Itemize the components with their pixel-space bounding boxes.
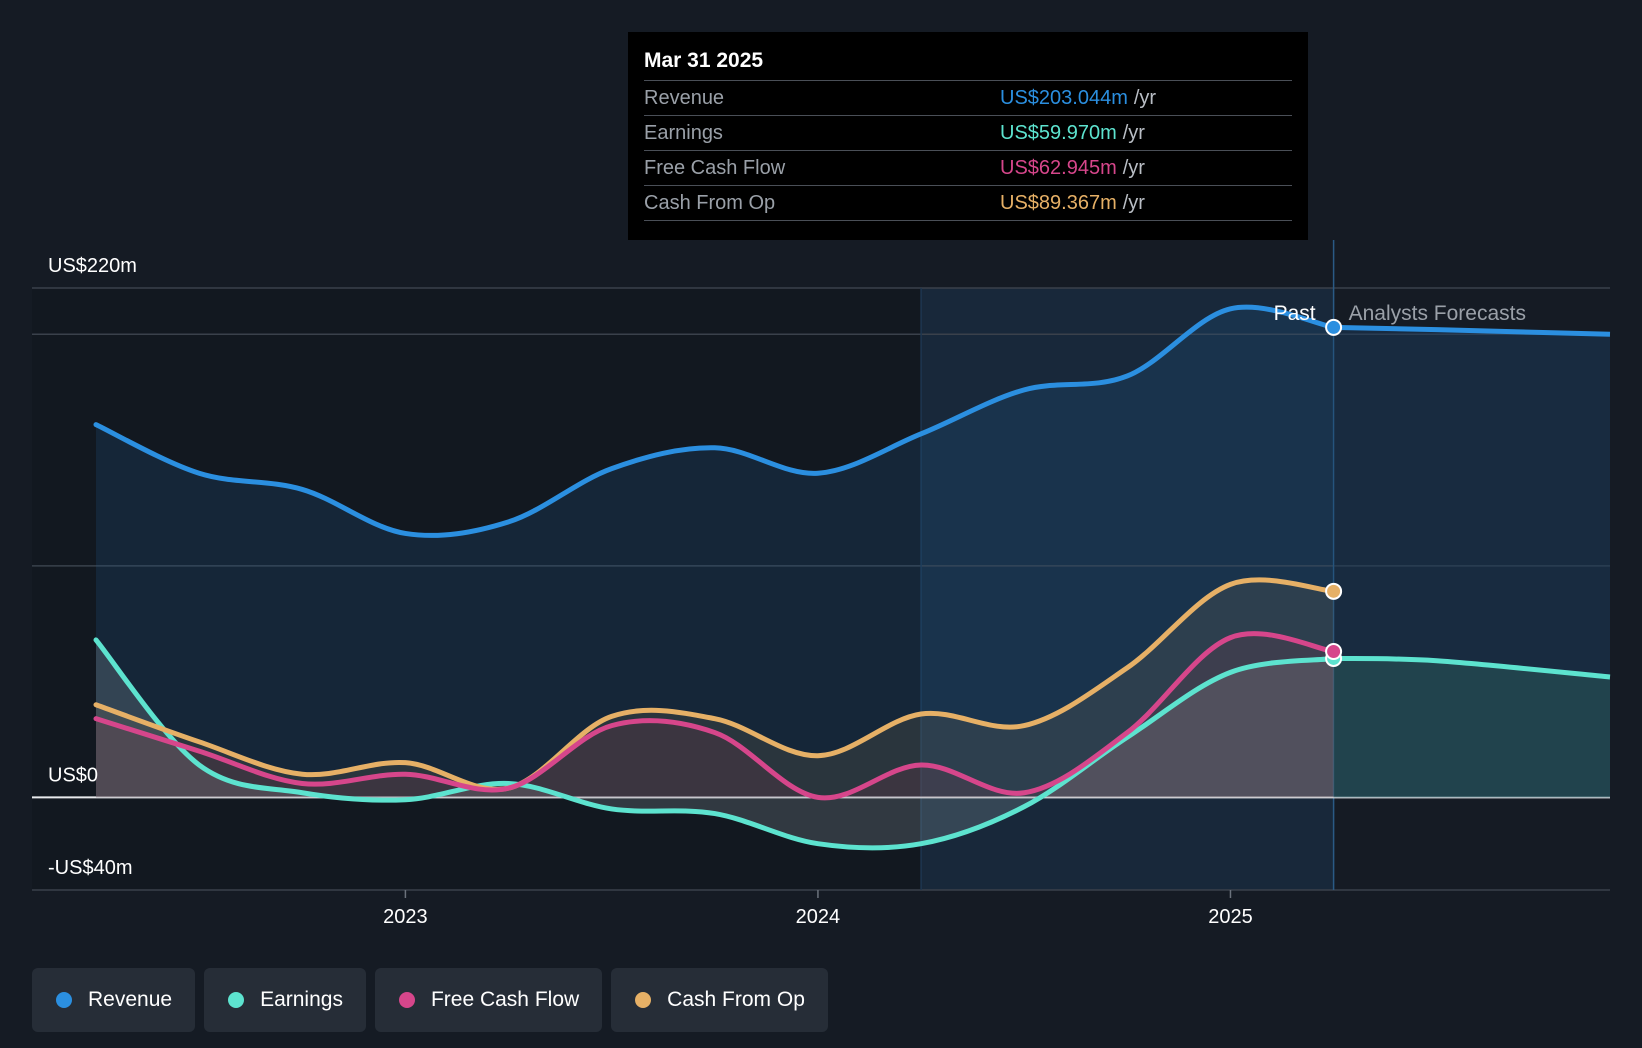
- tooltip-label: Cash From Op: [644, 191, 776, 214]
- tooltip-unit: /yr: [1122, 191, 1145, 214]
- tooltip-row-cash-from-op: Cash From Op US$89.367m /yr: [644, 185, 1292, 221]
- area-cash-from-op: [96, 579, 1334, 798]
- area-revenue: [96, 307, 1334, 798]
- legend-dot: [635, 992, 652, 1008]
- legend-label: Cash From Op: [667, 988, 805, 1011]
- marker-revenue: [1325, 318, 1343, 336]
- marker-cash-from-op: [1325, 582, 1343, 600]
- legend-label: Earnings: [260, 988, 343, 1011]
- tooltip-label: Revenue: [644, 86, 725, 109]
- line-cash-from-op: [93, 577, 1337, 792]
- tooltip-label: Free Cash Flow: [644, 156, 786, 179]
- tooltip-row-revenue: Revenue US$203.044m /yr: [644, 80, 1292, 115]
- line-revenue: [93, 304, 1337, 538]
- forecast-line-earnings: [1333, 655, 1611, 680]
- line-earnings: [93, 637, 1337, 851]
- legend-label: Revenue: [88, 988, 173, 1011]
- y-axis-label: -US$40m: [48, 857, 132, 879]
- legend-dot: [398, 992, 415, 1008]
- forecast-label: Analysts Forecasts: [1349, 302, 1526, 325]
- y-axis-label: US$0: [48, 764, 98, 786]
- legend-item-revenue[interactable]: Revenue: [32, 968, 196, 1032]
- tooltip-date: Mar 31 2025: [644, 49, 764, 72]
- tooltip-value: US$203.044m: [1000, 86, 1128, 109]
- tooltip-row-earnings: Earnings US$59.970m /yr: [644, 115, 1292, 150]
- legend-dot: [56, 992, 72, 1008]
- forecast-area-earnings: [1333, 658, 1610, 798]
- tooltip-row-free-cash-flow: Free Cash Flow US$62.945m /yr: [644, 150, 1292, 185]
- forecast-line-revenue: [1333, 324, 1611, 337]
- tooltip-unit: /yr: [1122, 121, 1145, 144]
- x-tick-label: 2023: [383, 906, 428, 928]
- x-tick-label: 2024: [796, 906, 841, 928]
- legend-item-cash-from-op[interactable]: Cash From Op: [611, 968, 828, 1032]
- tooltip-unit: /yr: [1133, 86, 1157, 109]
- legend-item-free-cash-flow[interactable]: Free Cash Flow: [374, 968, 603, 1032]
- legend: Revenue Earnings Free Cash Flow Cash Fro…: [32, 968, 828, 1032]
- tooltip-value: US$59.970m: [1000, 121, 1117, 144]
- marker-free-cash-flow: [1325, 643, 1343, 661]
- area-earnings: [96, 639, 1334, 848]
- legend-item-earnings[interactable]: Earnings: [204, 968, 366, 1032]
- legend-dot: [228, 992, 245, 1008]
- area-free-cash-flow: [96, 633, 1334, 798]
- tooltip-unit: /yr: [1122, 156, 1145, 179]
- tooltip-panel: Mar 31 2025 Revenue US$203.044m /yr Earn…: [628, 32, 1308, 240]
- tooltip-value: US$62.945m: [1000, 156, 1117, 179]
- y-axis-label: US$220m: [48, 255, 137, 277]
- tooltip-value: US$89.367m: [1000, 191, 1117, 214]
- legend-label: Free Cash Flow: [430, 988, 580, 1011]
- past-label: Past: [1274, 302, 1316, 325]
- x-tick-label: 2025: [1208, 906, 1253, 928]
- tooltip-label: Earnings: [644, 121, 723, 144]
- line-free-cash-flow: [93, 631, 1337, 801]
